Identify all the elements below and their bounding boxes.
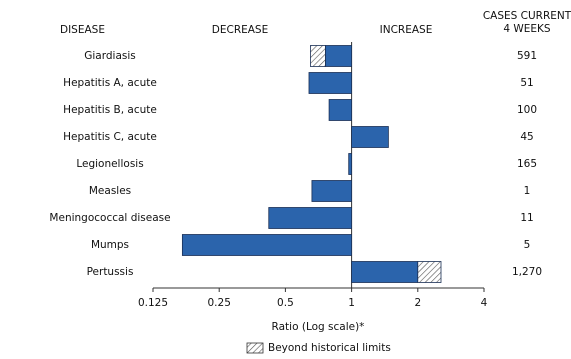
category-label: Meningococcal disease (49, 212, 170, 224)
bar-beyond-limit (310, 45, 326, 67)
cases-label: 1 (524, 185, 531, 197)
x-tick-label: 4 (481, 297, 488, 309)
x-tick-label: 0.125 (138, 297, 168, 309)
category-label: Measles (89, 185, 131, 197)
bar (268, 207, 353, 229)
header-cases: CASES CURRENT (483, 10, 571, 22)
x-tick-label: 1 (348, 297, 355, 309)
bar (181, 234, 353, 256)
cases-label: 5 (524, 239, 531, 251)
header-decrease: DECREASE (212, 24, 268, 36)
bar (324, 45, 353, 67)
cases-label: 45 (520, 131, 533, 143)
category-label: Legionellosis (76, 158, 143, 170)
cases-label: 100 (517, 104, 537, 116)
header-cases: 4 WEEKS (503, 23, 551, 35)
x-tick-label: 0.25 (208, 297, 231, 309)
category-label: Mumps (91, 239, 129, 251)
header-increase: INCREASE (380, 24, 433, 36)
legend-label: Beyond historical limits (268, 342, 391, 354)
header-disease: DISEASE (60, 24, 105, 36)
legend-swatch (246, 342, 264, 354)
cases-label: 51 (520, 77, 533, 89)
category-label: Hepatitis A, acute (63, 77, 157, 89)
bar (348, 153, 352, 175)
x-tick-label: 2 (414, 297, 421, 309)
cases-label: 1,270 (512, 266, 542, 278)
cases-label: 591 (517, 50, 537, 62)
cases-label: 165 (517, 158, 537, 170)
x-tick-label: 0.5 (277, 297, 294, 309)
bar (328, 99, 353, 121)
x-axis-label: Ratio (Log scale)* (272, 321, 365, 333)
category-label: Pertussis (87, 266, 134, 278)
bar (311, 180, 353, 202)
category-label: Hepatitis C, acute (63, 131, 157, 143)
category-label: Giardiasis (84, 50, 136, 62)
cases-label: 11 (520, 212, 533, 224)
bar (308, 72, 352, 94)
bar (351, 261, 419, 283)
bar (351, 126, 389, 148)
category-label: Hepatitis B, acute (63, 104, 157, 116)
bar-beyond-limit (417, 261, 442, 283)
